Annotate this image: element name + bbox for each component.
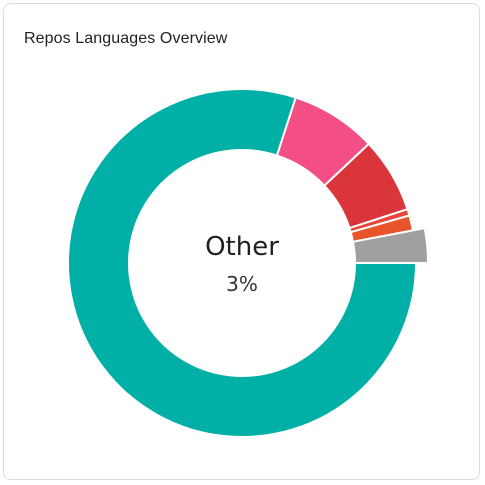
center-label: Other	[205, 232, 279, 262]
donut-chart[interactable]: Other 3%	[4, 4, 480, 480]
languages-card: Repos Languages Overview Other 3%	[3, 3, 480, 480]
donut-slices	[68, 89, 428, 437]
center-value: 3%	[226, 272, 258, 296]
